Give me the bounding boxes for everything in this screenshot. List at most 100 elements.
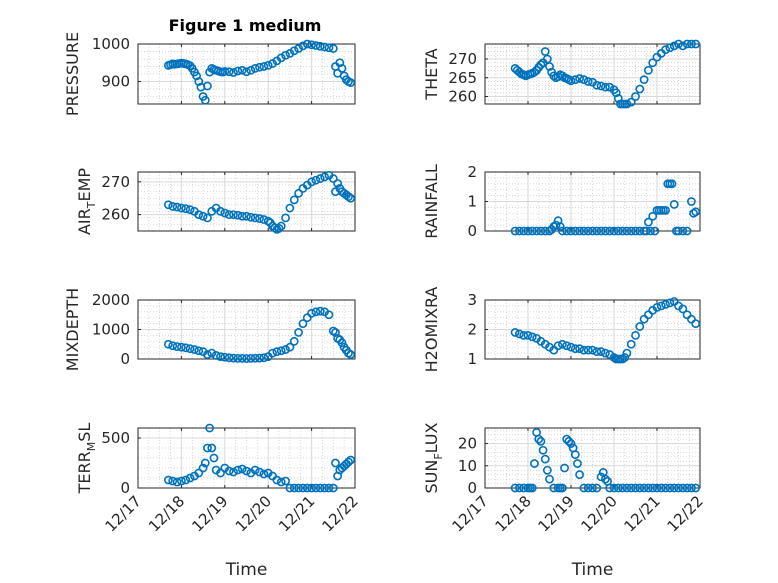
data-point [346, 350, 356, 359]
y-tick-label: 2 [467, 163, 477, 181]
data-point [545, 474, 554, 484]
minor-grid [138, 300, 355, 359]
data-point [185, 205, 195, 215]
data-point [635, 322, 645, 331]
data-point [691, 319, 701, 328]
data-point [579, 483, 589, 493]
data-point [335, 58, 345, 68]
y-tick-label: 270 [448, 50, 477, 68]
data-points [163, 170, 356, 234]
data-point [294, 188, 303, 198]
data-point [583, 345, 593, 355]
data-point [320, 172, 330, 182]
data-point [168, 476, 178, 486]
data-point [242, 466, 251, 476]
data-points [163, 39, 356, 105]
x-tick-label: 12/22 [319, 492, 362, 535]
data-point [646, 226, 655, 236]
data-point [635, 483, 645, 493]
data-point [272, 347, 282, 357]
data-point [203, 350, 212, 359]
data-point [242, 211, 251, 221]
data-point [592, 226, 602, 236]
data-point [519, 330, 529, 340]
data-point [687, 39, 696, 49]
data-point [510, 483, 520, 493]
data-point [194, 210, 204, 220]
data-point [515, 483, 524, 493]
data-point [536, 226, 546, 236]
minor-grid [138, 44, 355, 104]
data-point [302, 39, 312, 49]
data-point [346, 193, 356, 203]
data-point [678, 226, 688, 236]
data-point [320, 483, 330, 493]
data-points [510, 428, 701, 493]
data-point [674, 483, 683, 493]
data-point [315, 483, 325, 493]
data-point [631, 330, 640, 340]
y-axis-label: TERRMSL [75, 423, 98, 495]
data-point [172, 342, 182, 352]
data-point [596, 347, 606, 357]
data-point [281, 345, 290, 354]
data-point [558, 339, 567, 349]
data-point [298, 319, 308, 328]
data-point [246, 354, 256, 363]
data-point [307, 483, 316, 493]
data-point [601, 82, 610, 92]
data-point [639, 75, 649, 85]
y-axis-label-text: PRESSURE [63, 32, 82, 116]
data-point [687, 197, 696, 206]
data-point [285, 48, 295, 58]
data-point [579, 75, 589, 85]
major-grid [485, 172, 700, 231]
data-point [250, 353, 260, 363]
data-point [626, 226, 636, 236]
data-point [229, 353, 238, 363]
data-point [320, 42, 330, 52]
data-point [669, 483, 679, 493]
data-point [558, 483, 567, 493]
data-point [289, 195, 299, 205]
data-point [613, 226, 623, 236]
subplot-pressure: 900 1000 PRESSURE [63, 32, 356, 116]
data-point [224, 466, 234, 476]
y-tick-label: 2000 [92, 291, 130, 309]
y-tick-label: 1000 [92, 321, 130, 339]
data-point [566, 342, 576, 352]
data-point [611, 88, 621, 98]
data-point [192, 71, 201, 81]
y-axis-label-text: RAINFALL [422, 164, 441, 239]
data-point [609, 483, 619, 493]
minor-grid [485, 428, 700, 488]
data-point [237, 211, 247, 221]
data-point [331, 458, 340, 468]
y-axis-label: AIRTEMP [75, 168, 98, 235]
data-point [635, 84, 645, 94]
y-axis-label-subscript: T [85, 201, 98, 209]
data-point [324, 310, 334, 320]
data-point [626, 97, 636, 107]
data-point [558, 226, 567, 236]
data-point [665, 43, 675, 53]
data-point [224, 210, 234, 220]
y-tick-label: 260 [101, 206, 130, 224]
data-point [575, 226, 584, 236]
data-point [641, 226, 651, 236]
data-point [605, 226, 615, 236]
data-point [555, 222, 565, 231]
data-point [682, 226, 692, 236]
data-point [661, 45, 670, 55]
x-tick-label: 12/20 [578, 492, 621, 535]
data-points [163, 423, 356, 493]
data-point [536, 60, 546, 70]
data-point [311, 483, 321, 493]
data-point [592, 347, 602, 357]
data-point [532, 226, 541, 236]
data-point [268, 59, 277, 68]
data-point [233, 66, 243, 76]
data-point [542, 465, 552, 475]
data-point [181, 343, 191, 353]
